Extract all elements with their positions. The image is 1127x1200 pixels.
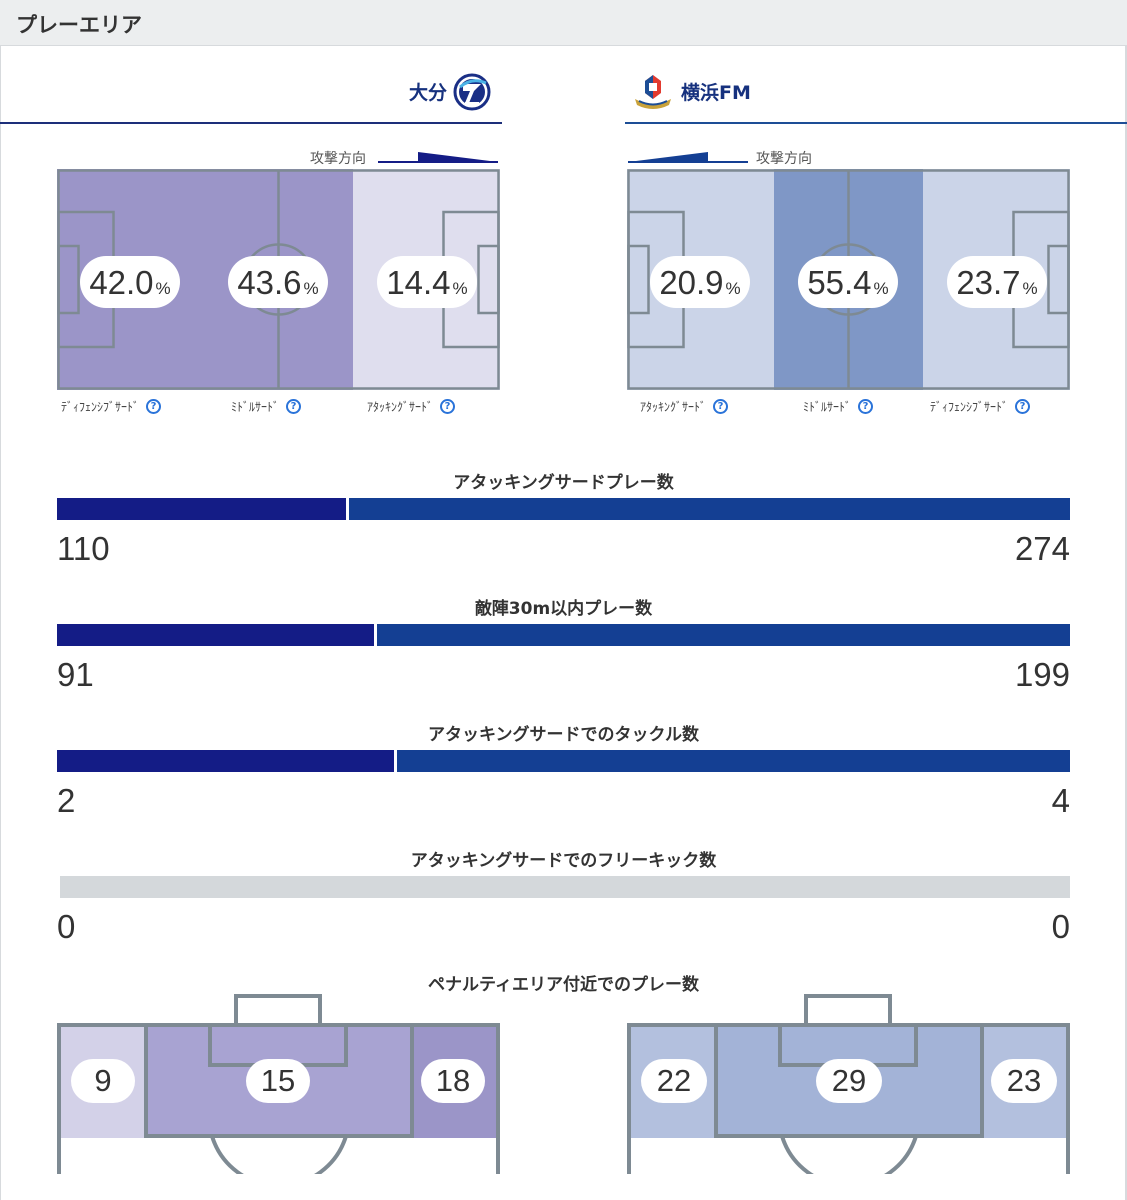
- home-penalty-left-count: 9: [71, 1059, 135, 1103]
- away-team-name: 横浜FM: [681, 82, 751, 104]
- away-attacking-third-label: ｱﾀｯｷﾝｸﾞｻｰﾄﾞ?: [640, 398, 729, 415]
- home-middle-third-value: 43.6: [237, 264, 302, 301]
- stat-bar-away-segment: [397, 750, 1070, 772]
- stat-bar-home-segment: [57, 498, 346, 520]
- away-penalty-right-count: 23: [991, 1059, 1057, 1103]
- frame-border-left: [0, 46, 1, 1200]
- away-attacking-third-percentage: 20.9%: [650, 256, 750, 308]
- stat-home-value: 91: [57, 656, 94, 693]
- away-middle-third-percentage: 55.4%: [798, 256, 898, 308]
- home-attacking-third-percentage: 14.4%: [377, 256, 477, 308]
- away-penalty-center-count: 29: [816, 1059, 882, 1103]
- zone-label-text: ﾐﾄﾞﾙｻｰﾄﾞ: [803, 400, 852, 414]
- stat-away-value: 199: [1014, 656, 1070, 693]
- home-penalty-center-count: 15: [246, 1059, 310, 1103]
- help-icon[interactable]: ?: [440, 399, 456, 414]
- zone-label-text: ﾐﾄﾞﾙｻｰﾄﾞ: [231, 400, 280, 414]
- stat-title-opponent-30m-plays: 敵陣30m以内プレー数: [474, 599, 653, 619]
- stat-bar-home-segment: [57, 624, 374, 646]
- home-attack-direction-label: 攻撃方向: [310, 151, 366, 167]
- help-icon[interactable]: ?: [286, 399, 302, 414]
- help-icon[interactable]: ?: [1015, 399, 1031, 414]
- away-middle-third-label: ﾐﾄﾞﾙｻｰﾄﾞ?: [803, 398, 874, 415]
- help-icon[interactable]: ?: [146, 399, 162, 414]
- zone-label-text: ｱﾀｯｷﾝｸﾞｻｰﾄﾞ: [367, 400, 434, 414]
- stat-home-value: 110: [57, 530, 110, 567]
- stat-title-attacking-third-plays: アタッキングサードプレー数: [453, 473, 674, 493]
- yokohama-fmarinos-emblem-icon: [635, 75, 671, 109]
- zone-label-text: ｱﾀｯｷﾝｸﾞｻｰﾄﾞ: [640, 400, 707, 414]
- stat-title-attacking-third-free-kicks: アタッキングサードでのフリーキック数: [410, 851, 717, 871]
- away-defensive-third-label: ﾃﾞｨﾌｪﾝｼﾌﾞｻｰﾄﾞ?: [930, 398, 1031, 415]
- stat-bar-away-segment: [349, 498, 1070, 520]
- help-icon[interactable]: ?: [713, 399, 729, 414]
- away-middle-third-value: 55.4: [807, 264, 872, 301]
- home-penalty-right-count: 18: [421, 1059, 485, 1103]
- home-attacking-third-value: 14.4: [386, 264, 451, 301]
- stat-away-value: 274: [1014, 530, 1070, 567]
- stat-bar-opponent-30m-plays: [57, 624, 1070, 646]
- oita-trinita-emblem-icon: [453, 73, 491, 111]
- away-team-header: 横浜FM: [625, 66, 1127, 124]
- stat-bar-divider: [394, 750, 397, 772]
- away-defensive-third-value: 23.7: [956, 264, 1021, 301]
- away-attack-direction-label: 攻撃方向: [756, 151, 812, 167]
- away-defensive-third-percentage: 23.7%: [947, 256, 1047, 308]
- stat-away-value: 0: [1051, 908, 1070, 945]
- help-icon[interactable]: ?: [858, 399, 874, 414]
- frame-border-right: [1125, 46, 1127, 1200]
- stat-home-value: 0: [57, 908, 76, 945]
- percent-unit: %: [303, 279, 319, 298]
- stat-bar-attacking-third-tackles: [57, 750, 1070, 772]
- stat-away-value: 4: [1051, 782, 1070, 819]
- percent-unit: %: [873, 279, 889, 298]
- percent-unit: %: [725, 279, 741, 298]
- stat-bar-divider: [374, 624, 377, 646]
- percent-unit: %: [1022, 279, 1038, 298]
- percent-unit: %: [155, 279, 171, 298]
- stat-bar-attacking-third-plays: [57, 498, 1070, 520]
- home-attacking-third-label: ｱﾀｯｷﾝｸﾞｻｰﾄﾞ?: [367, 398, 456, 415]
- zone-label-text: ﾃﾞｨﾌｪﾝｼﾌﾞｻｰﾄﾞ: [930, 400, 1009, 414]
- stat-bar-away-segment: [377, 624, 1070, 646]
- away-penalty-left-count: 22: [641, 1059, 707, 1103]
- stat-home-value: 2: [57, 782, 76, 819]
- home-attack-direction-arrow-icon: [378, 152, 498, 163]
- penalty-area-title: ペナルティエリア付近でのプレー数: [428, 975, 699, 995]
- zone-label-text: ﾃﾞｨﾌｪﾝｼﾌﾞｻｰﾄﾞ: [61, 400, 140, 414]
- percent-unit: %: [452, 279, 468, 298]
- section-title: プレーエリア: [16, 13, 142, 37]
- section-header: プレーエリア: [0, 0, 1127, 46]
- away-attack-direction-arrow-icon: [628, 152, 748, 163]
- away-attacking-third-value: 20.9: [659, 264, 724, 301]
- stat-bar-home-segment: [57, 750, 394, 772]
- stat-bar-attacking-third-free-kicks-empty: [60, 876, 1070, 898]
- home-team-header: 大分: [0, 66, 502, 124]
- home-middle-third-label: ﾐﾄﾞﾙｻｰﾄﾞ?: [231, 398, 302, 415]
- home-defensive-third-percentage: 42.0%: [80, 256, 180, 308]
- stat-bar-divider: [346, 498, 349, 520]
- home-team-name: 大分: [408, 82, 447, 104]
- home-middle-third-percentage: 43.6%: [228, 256, 328, 308]
- stat-title-attacking-third-tackles: アタッキングサードでのタックル数: [428, 725, 699, 745]
- home-defensive-third-value: 42.0: [89, 264, 154, 301]
- home-defensive-third-label: ﾃﾞｨﾌｪﾝｼﾌﾞｻｰﾄﾞ?: [61, 398, 162, 415]
